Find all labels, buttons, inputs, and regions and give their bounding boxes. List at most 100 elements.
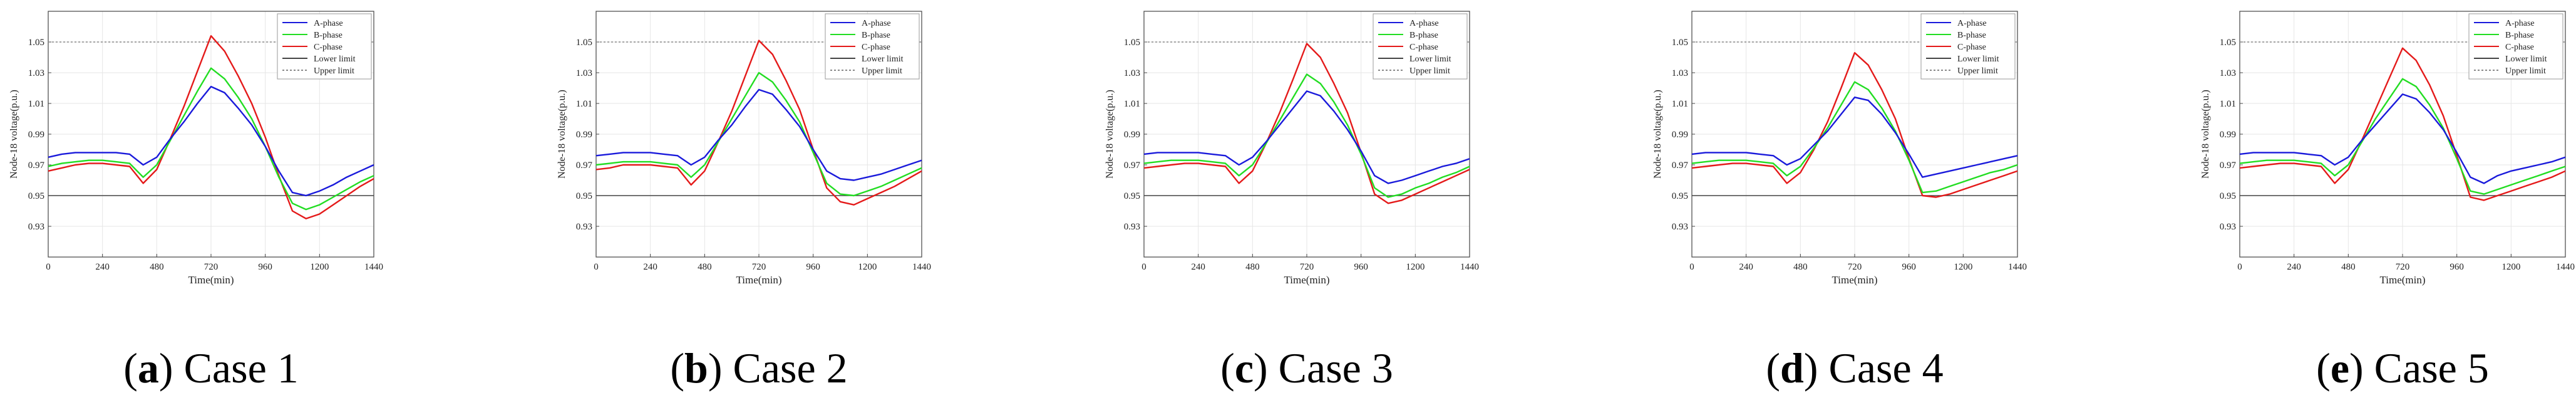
y-tick-label: 1.05	[576, 38, 592, 48]
x-tick-label: 480	[698, 262, 712, 272]
x-tick-label: 480	[1245, 262, 1260, 272]
caption-paren-close: )	[2349, 344, 2374, 392]
x-tick-label: 240	[643, 262, 657, 272]
y-tick-label: 0.97	[576, 160, 593, 171]
legend-label: C-phase	[1957, 43, 1986, 52]
legend-label: A-phase	[1409, 19, 1439, 28]
caption-text: Case 2	[733, 344, 848, 392]
x-tick-label: 960	[1902, 262, 1916, 272]
legend-label: A-phase	[1957, 19, 1987, 28]
caption-letter: e	[2330, 344, 2349, 392]
x-tick-label: 960	[258, 262, 272, 272]
y-tick-label: 0.95	[576, 191, 592, 201]
y-tick-label: 0.95	[28, 191, 44, 201]
caption-paren-open: (	[670, 344, 684, 392]
chart-panel-a: 0 240 480 720 960 1200 1440 0.93 0.95 0.97 0.99 1.0…	[9, 11, 383, 286]
series-line-c-phase	[1143, 43, 1470, 204]
caption-letter: b	[684, 344, 708, 392]
x-tick-label: 1200	[1406, 262, 1425, 272]
legend-label: B-phase	[862, 31, 890, 40]
caption-text: Case 1	[183, 344, 299, 392]
y-tick-label: 0.93	[2220, 222, 2236, 232]
x-tick-label: 1200	[858, 262, 877, 272]
chart-panel-e: 0 240 480 720 960 1200 1440 0.93 0.95 0.97 0.99 1.0…	[2200, 11, 2575, 286]
series-line-c-phase	[2239, 47, 2566, 201]
x-tick-label: 240	[1191, 262, 1205, 272]
x-tick-label: 720	[2396, 262, 2410, 272]
series-line-c-phase	[48, 35, 374, 219]
x-tick-label: 1440	[912, 262, 931, 272]
y-tick-label: 1.03	[28, 68, 44, 78]
legend-label: Upper limit	[1957, 66, 1998, 76]
x-tick-label: 240	[2287, 262, 2301, 272]
y-tick-label: 1.03	[576, 68, 592, 78]
y-tick-label: 1.01	[576, 99, 592, 109]
legend-label: B-phase	[1409, 31, 1438, 40]
legend-label: C-phase	[314, 43, 343, 52]
caption-paren-open: (	[1766, 344, 1780, 392]
caption-letter: a	[137, 344, 159, 392]
x-tick-label: 1440	[1460, 262, 1479, 272]
y-tick-label: 0.95	[2220, 191, 2236, 201]
y-tick-label: 1.05	[28, 38, 44, 48]
y-tick-label: 1.01	[1124, 99, 1140, 109]
x-tick-label: 480	[2341, 262, 2356, 272]
y-axis-label: Node-18 voltage(p.u.)	[557, 90, 567, 179]
series-line-b-phase	[2239, 78, 2566, 195]
caption-letter: d	[1780, 344, 1804, 392]
y-tick-label: 0.97	[28, 160, 45, 171]
legend-label: Upper limit	[862, 66, 902, 76]
series-line-c-phase	[595, 39, 922, 206]
x-tick-label: 720	[1300, 262, 1314, 272]
y-tick-label: 0.97	[2220, 160, 2237, 171]
panel-caption-c: (c) Case 3	[1119, 344, 1495, 393]
x-tick-label: 1440	[2008, 262, 2027, 272]
x-tick-label: 0	[2237, 262, 2242, 272]
x-tick-label: 1200	[1954, 262, 1972, 272]
legend-label: B-phase	[314, 31, 343, 40]
legend-label: A-phase	[2505, 19, 2535, 28]
y-tick-label: 1.03	[2220, 68, 2236, 78]
x-tick-label: 240	[1739, 262, 1753, 272]
y-tick-label: 1.01	[2220, 99, 2236, 109]
y-tick-label: 1.05	[1672, 38, 1688, 48]
x-tick-label: 480	[1793, 262, 1808, 272]
caption-paren-close: )	[708, 344, 733, 392]
caption-paren-open: (	[123, 344, 138, 392]
y-tick-label: 0.99	[28, 130, 44, 140]
y-tick-label: 0.93	[1124, 222, 1140, 232]
series-line-a-phase	[595, 88, 922, 181]
series-line-a-phase	[1691, 96, 2018, 178]
legend-label: B-phase	[1957, 31, 1986, 40]
y-tick-label: 1.03	[1672, 68, 1688, 78]
series-line-b-phase	[595, 71, 922, 197]
series-line-a-phase	[1143, 90, 1470, 184]
x-tick-label: 0	[1689, 262, 1694, 272]
y-tick-label: 0.99	[576, 130, 592, 140]
x-tick-label: 720	[204, 262, 219, 272]
caption-text: Case 3	[1278, 344, 1393, 392]
y-axis-label: Node-18 voltage(p.u.)	[2200, 90, 2211, 179]
series-line-b-phase	[1143, 73, 1470, 198]
caption-paren-close: )	[1254, 344, 1279, 392]
x-axis-label: Time(min)	[1284, 274, 1329, 286]
series-line-a-phase	[48, 85, 374, 197]
y-tick-label: 0.93	[28, 222, 44, 232]
y-tick-label: 0.97	[1672, 160, 1689, 171]
panel-caption-a: (a) Case 1	[23, 344, 399, 393]
caption-paren-close: )	[158, 344, 184, 392]
legend-label: Lower limit	[1409, 55, 1451, 64]
legend-label: C-phase	[1409, 43, 1438, 52]
legend-label: Lower limit	[1957, 55, 1999, 64]
y-tick-label: 0.99	[1672, 130, 1688, 140]
x-tick-label: 1440	[2556, 262, 2575, 272]
x-tick-label: 720	[752, 262, 766, 272]
x-tick-label: 1440	[364, 262, 383, 272]
series-line-a-phase	[2239, 93, 2566, 184]
y-axis-label: Node-18 voltage(p.u.)	[1105, 90, 1115, 179]
legend-label: A-phase	[862, 19, 891, 28]
caption-text: Case 5	[2374, 344, 2489, 392]
legend-label: Lower limit	[314, 55, 356, 64]
series-line-c-phase	[1691, 51, 2018, 198]
